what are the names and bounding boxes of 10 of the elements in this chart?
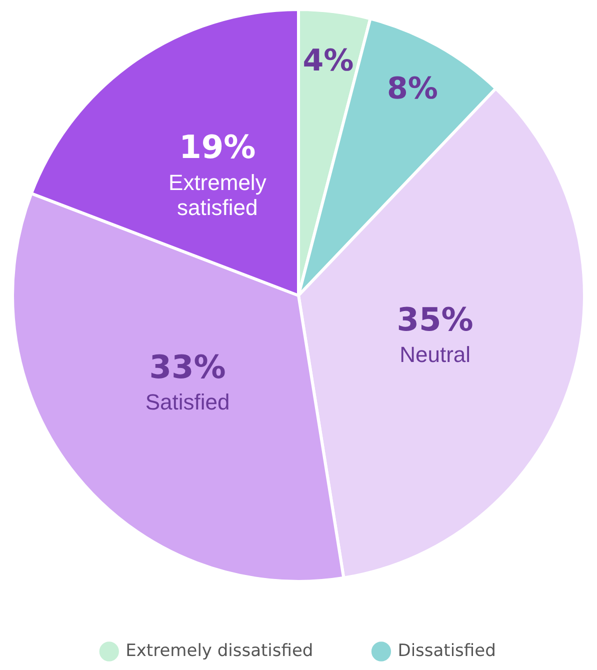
slice-label: Neutral — [400, 342, 471, 368]
data-label: 19% — [179, 128, 256, 166]
legend-label: Dissatisfied — [398, 640, 496, 661]
slice-label: Satisfied — [145, 390, 230, 415]
data-label: 8% — [387, 71, 438, 106]
slice-label: Extremely satisfied — [168, 170, 266, 220]
data-label: 33% — [149, 348, 226, 386]
legend-label: Extremely dissatisfied — [126, 640, 314, 661]
data-label: 35% — [396, 300, 474, 338]
data-label: 4% — [302, 44, 354, 79]
